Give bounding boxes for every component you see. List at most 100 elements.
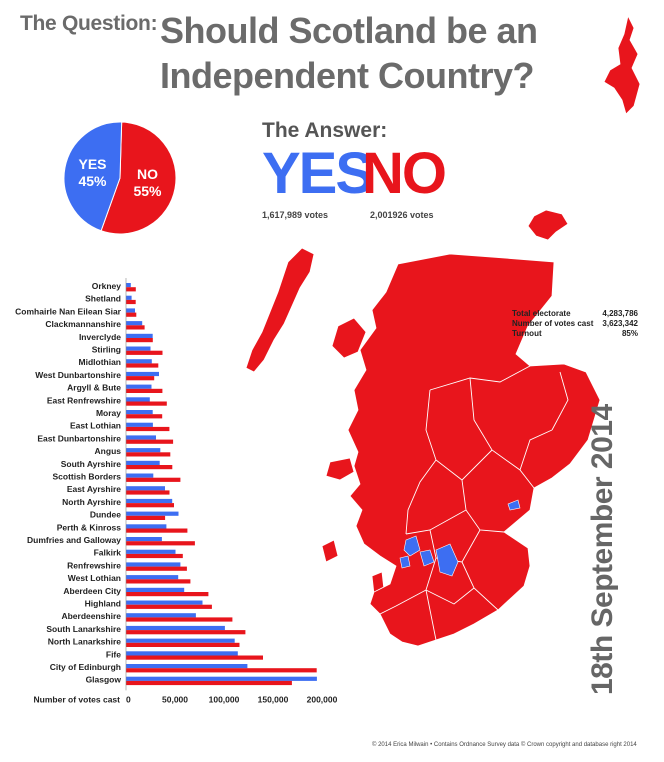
x-tick-label: 0	[126, 694, 131, 704]
bar-yes	[126, 321, 143, 326]
bar-no	[126, 299, 136, 305]
west-dunbartonshire-area	[403, 535, 421, 557]
pie-label-yes: 45%	[78, 173, 107, 189]
bar-yes	[126, 295, 132, 300]
bar-category-label: Dumfries and Galloway	[27, 535, 121, 545]
bar-category-label: West Lothian	[68, 573, 121, 583]
bar-category-label: City of Edinburgh	[50, 662, 121, 672]
bar-no	[126, 439, 174, 444]
bar-category-label: Comhairle Nan Eilean Siar	[15, 306, 122, 316]
bar-yes	[126, 371, 159, 377]
bar-yes	[126, 587, 185, 592]
bar-no	[126, 503, 174, 508]
bar-yes	[126, 537, 162, 542]
yes-headline: YES	[262, 141, 374, 206]
x-axis-title: Number of votes cast	[34, 694, 121, 704]
bar-yes	[126, 448, 161, 453]
bar-no	[126, 312, 137, 317]
yes-votes-count: 1,617,989 votes	[262, 210, 329, 220]
bar-no	[126, 401, 167, 406]
bar-yes	[126, 435, 156, 440]
bar-category-label: Scottish Borders	[53, 472, 122, 482]
pie-label-yes: YES	[78, 156, 106, 172]
bar-category-label: East Lothian	[70, 421, 121, 431]
bar-yes	[126, 460, 160, 465]
bar-no	[126, 642, 240, 647]
bar-category-label: Fife	[106, 649, 121, 659]
islay-island	[321, 539, 339, 563]
bar-category-label: Perth & Kinross	[57, 522, 122, 532]
bar-no	[126, 630, 246, 635]
inverclyde-area	[399, 555, 411, 569]
bar-category-label: South Ayrshire	[61, 459, 122, 469]
bar-yes	[126, 486, 165, 491]
stat-label: Total electorate	[512, 309, 571, 318]
bar-no	[126, 668, 317, 673]
bar-category-label: Falkirk	[94, 548, 122, 558]
pie-slice-no	[100, 122, 177, 235]
bar-yes	[126, 651, 238, 656]
bar-no	[126, 325, 145, 330]
bar-yes	[126, 625, 225, 631]
bar-no	[126, 452, 171, 457]
bar-category-label: Angus	[95, 446, 122, 456]
bar-no	[126, 604, 212, 609]
pie-label-no: NO	[137, 166, 158, 182]
bar-no	[126, 287, 136, 292]
bar-category-label: Midlothian	[79, 357, 122, 367]
no-votes-count: 2,001926 votes	[370, 210, 434, 220]
stat-total-electorate: Total electorate 4,283,786	[512, 309, 638, 319]
bar-category-label: East Ayrshire	[67, 484, 121, 494]
bar-yes	[126, 397, 150, 402]
stat-value: 3,623,342	[602, 319, 638, 328]
pie-slice-yes	[63, 122, 123, 232]
bar-no	[126, 528, 188, 533]
bar-no	[126, 680, 292, 686]
skye-island	[331, 317, 367, 359]
bar-yes	[126, 600, 203, 605]
bar-yes	[126, 524, 167, 529]
bar-no	[126, 655, 263, 660]
bar-yes	[126, 384, 152, 389]
bar-yes	[126, 422, 153, 427]
bar-no	[126, 617, 233, 622]
title-line-2: Independent Country?	[160, 55, 534, 96]
bar-yes	[126, 346, 151, 351]
bar-category-label: Orkney	[92, 281, 122, 291]
pie-label-no: 55%	[133, 183, 162, 199]
bar-yes	[126, 549, 176, 554]
answer-label: The Answer:	[262, 119, 388, 142]
bar-no	[126, 376, 155, 381]
bar-category-label: Stirling	[92, 345, 121, 355]
bar-yes	[126, 664, 248, 669]
bar-yes	[126, 333, 153, 338]
mull-island	[325, 457, 355, 481]
bar-no	[126, 338, 153, 343]
bar-yes	[126, 498, 173, 504]
bar-yes	[126, 410, 153, 415]
scotland-results-map	[245, 14, 641, 647]
x-tick-label: 200,000	[307, 694, 338, 704]
bar-yes	[126, 638, 235, 643]
orkney-islands	[527, 209, 569, 241]
bar-yes	[126, 613, 196, 618]
bar-category-label: Aberdeenshire	[61, 611, 121, 621]
bar-category-label: Aberdeen City	[63, 586, 121, 596]
title-line-1: Should Scotland be an	[160, 10, 538, 51]
bar-no	[126, 363, 159, 368]
bar-no	[126, 490, 170, 495]
stat-votes-cast: Number of votes cast 3,623,342	[512, 319, 638, 329]
stat-turnout: Turnout 85%	[512, 329, 638, 339]
bar-category-label: South Lanarkshire	[46, 624, 121, 634]
referendum-date: 18th September 2014	[586, 404, 619, 695]
bar-no	[126, 541, 195, 546]
bar-category-label: Highland	[85, 599, 121, 609]
bar-no	[126, 579, 191, 584]
bar-no	[126, 477, 181, 482]
bar-category-label: East Renfrewshire	[47, 395, 121, 405]
bar-category-label: Shetland	[85, 294, 121, 304]
x-tick-label: 100,000	[209, 694, 240, 704]
bar-yes	[126, 562, 181, 567]
stat-label: Number of votes cast	[512, 319, 594, 328]
